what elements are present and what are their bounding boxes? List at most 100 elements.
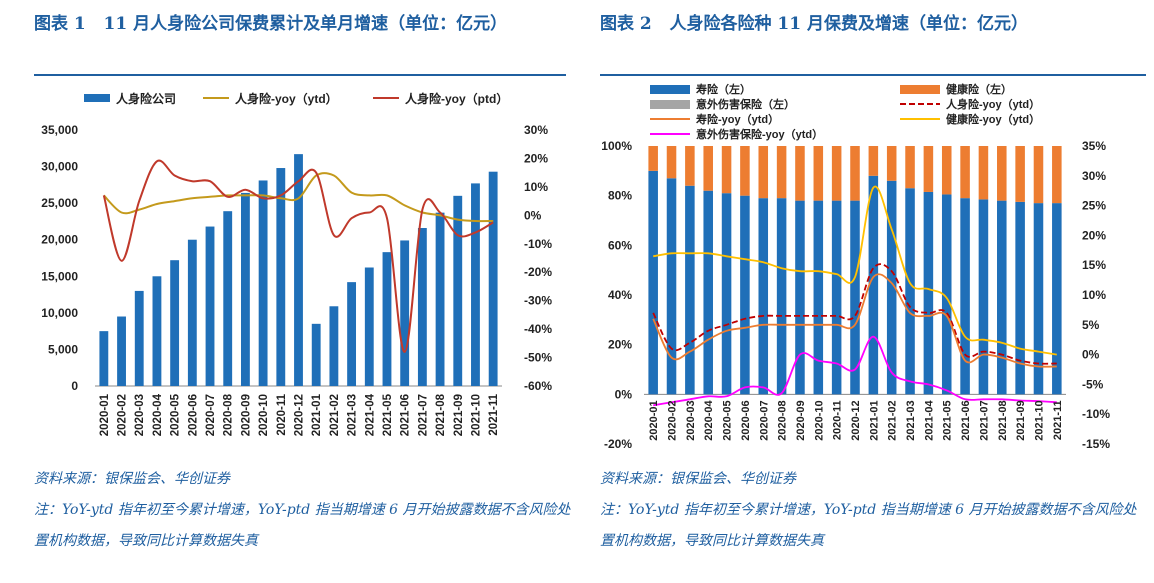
x-tick-label: 2021-09 [1015,400,1027,440]
y-right-tick-label: 20% [524,151,548,165]
y-right-tick-label: -15% [1082,437,1110,451]
bar-life-2021-06 [960,198,970,395]
bar-health-2021-08 [997,146,1007,201]
bar-life-2020-04 [703,190,713,395]
bar-life-2021-10 [1033,203,1044,395]
figure-2-number: 图表 2 [600,14,652,34]
figure-2-note: 注：YoY-ytd 指年初至今累计增速，YoY-ptd 指当期增速 6 月开始披… [600,502,1137,549]
y-right-tick-label: 15% [1082,258,1106,272]
legend-label-5: 健康险-yoy（ytd） [946,112,1040,126]
bar-health-2020-02 [666,146,677,179]
y-right-tick-label: -50% [524,351,552,365]
y-right-tick-label: 10% [524,180,548,194]
legend-swatch-bar [84,94,110,102]
bar-2020-09 [240,192,250,386]
x-tick-label: 2021-03 [905,400,917,440]
figure-1-legend: 人身险公司 人身险-yoy（ytd） 人身险-yoy（ptd） [84,91,508,106]
bar-2020-05 [170,260,180,386]
figure-1-title-text: 11 月人身险公司保费累计及单月增速（单位：亿元） [103,14,508,34]
y-right-tick-label: 35% [1082,139,1106,153]
x-tick-label: 2021-09 [453,394,465,436]
y-right-tick-label: 10% [1082,288,1106,302]
x-tick-label: 2020-05 [722,400,734,440]
figure-1-title-rule [34,74,566,76]
bar-life-2020-12 [850,200,860,395]
bar-life-2021-09 [1015,201,1025,395]
x-tick-label: 2020-07 [758,400,770,440]
bar-health-2020-04 [703,146,713,191]
x-tick-label: 2021-04 [364,393,376,436]
y-left-tick-label: 40% [608,288,632,302]
x-tick-label: 2020-02 [667,400,679,440]
y-right-tick-label: -60% [524,379,552,393]
x-tick-label: 2021-11 [1052,400,1064,440]
legend-swatch-0 [650,85,690,94]
y-right-tick-label: -40% [524,322,552,336]
bar-life-2020-09 [795,200,805,395]
y-left-tick-label: 100% [601,139,632,153]
bar-2021-11 [488,171,498,386]
bar-life-2021-08 [997,200,1007,395]
bar-life-2021-11 [1052,203,1062,395]
bar-life-2021-03 [905,188,915,395]
x-tick-label: 2021-08 [435,393,447,436]
bar-life-2020-11 [831,200,842,395]
y-left-tick-label: 0% [615,387,633,401]
x-tick-label: 2020-08 [777,400,789,440]
figure-1-notes: 资料来源：银保监会、华创证券 注：YoY-ytd 指年初至今累计增速，YoY-p… [34,464,574,557]
x-tick-label: 2020-09 [240,394,252,436]
x-tick-label: 2021-08 [997,400,1009,440]
line-accident_ytd [653,335,1057,407]
x-tick-label: 2020-04 [703,399,715,440]
bar-2020-11 [276,168,286,386]
x-tick-label: 2021-04 [923,399,935,440]
bar-life-2020-07 [758,198,769,395]
legend-label-6: 意外伤害保险-yoy（ytd） [696,127,823,141]
legend-swatch-1 [900,85,940,94]
y-left-tick-label: 0 [71,379,78,393]
y-left-tick-label: 20,000 [41,233,78,247]
bar-life-2021-04 [923,191,934,395]
line-yoy-ytd [103,172,494,223]
figure-1-panel: 图表 1 11 月人身险公司保费累计及单月增速（单位：亿元） 人身险公司 人身险-… [0,0,572,583]
bar-life-2021-05 [941,194,952,395]
bar-2021-06 [400,240,410,386]
bar-health-2021-06 [960,146,970,199]
y-left-tick-label: 15,000 [41,269,78,283]
y-right-tick-label: 20% [1082,228,1106,242]
bar-2020-12 [294,154,303,386]
figure-2-title-rule [600,74,1146,76]
bar-2021-08 [435,212,445,386]
x-tick-label: 2021-05 [382,393,394,436]
bar-2021-10 [471,183,480,386]
x-tick-label: 2021-06 [400,394,412,436]
bar-2021-04 [364,267,374,386]
bar-health-2020-08 [776,146,787,199]
x-tick-label: 2021-10 [1033,400,1045,440]
bar-health-2021-03 [905,146,915,189]
bar-2020-04 [152,276,162,386]
x-tick-label: 2021-02 [887,400,899,440]
bar-health-2020-05 [721,146,732,194]
y-left-tick-label: 35,000 [41,123,78,137]
bar-2021-09 [453,195,463,386]
x-tick-label: 2020-10 [258,394,270,436]
legend-label-ptd: 人身险-yoy（ptd） [405,91,508,106]
figure-2-notes: 资料来源：银保监会、华创证券 注：YoY-ytd 指年初至今累计增速，YoY-p… [600,464,1150,557]
y-right-tick-label: 30% [524,123,548,137]
figure-2-title: 图表 2 人身险各险种 11 月保费及增速（单位：亿元） [600,8,1150,40]
figure-1-title: 图表 1 11 月人身险公司保费累计及单月增速（单位：亿元） [34,8,554,40]
x-tick-label: 2020-01 [99,393,111,436]
bar-2021-01 [311,323,321,386]
bar-2020-02 [117,316,126,386]
bar-health-2021-04 [923,146,934,192]
y-left-tick-label: 80% [608,189,632,203]
y-right-tick-label: 25% [1082,199,1106,213]
y-right-tick-label: -20% [524,265,552,279]
y-right-tick-label: -30% [524,294,552,308]
bar-life-2020-08 [776,198,787,395]
bar-2020-10 [258,180,268,386]
figure-2-source: 资料来源：银保监会、华创证券 [600,471,796,487]
figure-1-source: 资料来源：银保监会、华创证券 [34,471,230,487]
bar-2020-08 [223,211,233,386]
